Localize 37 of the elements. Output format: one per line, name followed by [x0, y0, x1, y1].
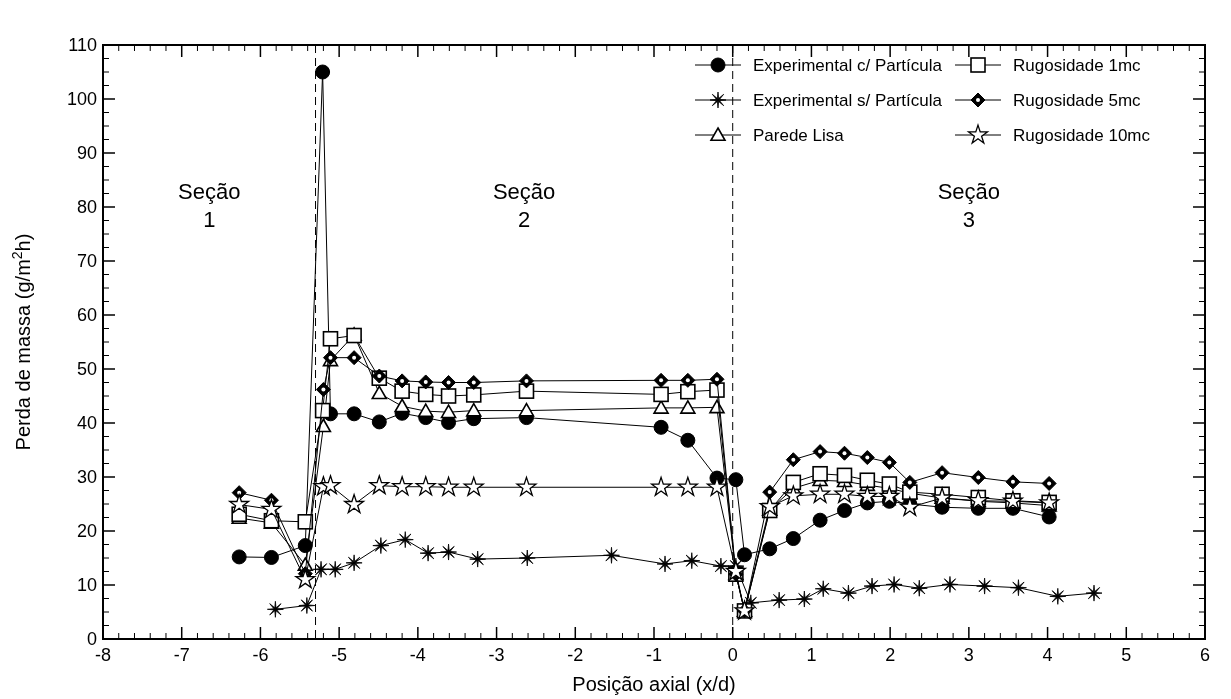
y-tick-label: 110 — [68, 35, 97, 56]
y-tick-label: 90 — [76, 143, 97, 164]
x-tick-label: 1 — [806, 645, 817, 665]
x-tick-label: 0 — [727, 645, 738, 665]
y-tick-label: 80 — [76, 197, 97, 218]
y-tick-label: 60 — [76, 305, 97, 326]
annotation: Seção 1 — [178, 179, 241, 232]
annotation: Seção 2 — [492, 179, 556, 232]
x-tick-label: 3 — [963, 645, 974, 665]
x-tick-label: 5 — [1121, 645, 1132, 665]
x-tick-label: -3 — [488, 645, 505, 665]
x-tick-label: -6 — [252, 645, 269, 665]
legend-label: Parede Lisa — [753, 125, 845, 145]
y-tick-label: 100 — [66, 89, 97, 110]
x-tick-label: -2 — [567, 645, 584, 665]
y-tick-label: 0 — [86, 629, 97, 650]
x-tick-label: -5 — [331, 645, 348, 665]
legend-label: Rugosidade 10mc — [1013, 125, 1151, 145]
y-tick-label: 70 — [76, 251, 97, 272]
legend-label: Rugosidade 5mc — [1013, 90, 1142, 110]
y-tick-label: 40 — [76, 413, 97, 434]
y-tick-label: 10 — [76, 575, 97, 596]
y-tick-label: 20 — [76, 521, 97, 542]
x-tick-label: 4 — [1042, 645, 1053, 665]
legend-label: Experimental c/ Partícula — [753, 55, 943, 75]
x-tick-label: -7 — [173, 645, 190, 665]
y-tick-label: 30 — [76, 467, 97, 488]
x-tick-label: 2 — [885, 645, 896, 665]
y-tick-label: 50 — [76, 359, 97, 380]
x-tick-label: -4 — [409, 645, 426, 665]
annotation: Seção 3 — [937, 179, 1001, 232]
x-axis-title: Posição axial (x/d) — [572, 673, 736, 695]
legend-label: Experimental s/ Partícula — [753, 90, 943, 110]
legend-label: Rugosidade 1mc — [1013, 55, 1142, 75]
x-tick-label: 6 — [1199, 645, 1211, 665]
x-tick-label: -8 — [94, 645, 112, 665]
x-tick-label: -1 — [645, 645, 663, 665]
